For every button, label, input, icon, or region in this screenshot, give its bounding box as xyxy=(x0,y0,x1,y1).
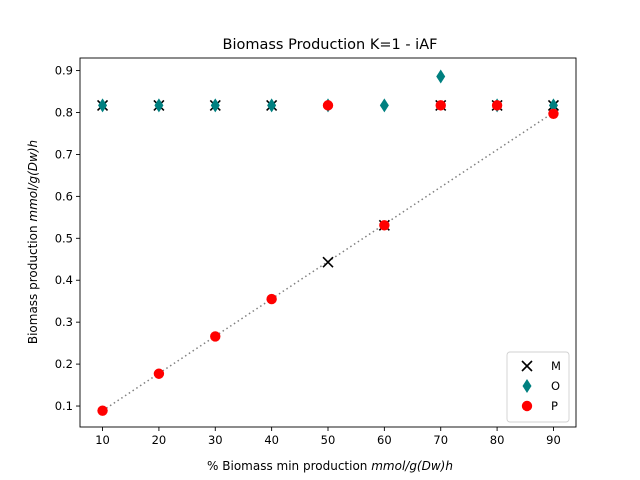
legend: MOP xyxy=(506,351,570,423)
data-point-O xyxy=(210,98,220,113)
data-point-O xyxy=(267,98,277,113)
data-point-P xyxy=(548,108,559,119)
data-point-P xyxy=(435,100,446,111)
data-point-O xyxy=(379,98,389,113)
legend-label-O: O xyxy=(551,379,560,393)
x-tick-label: 60 xyxy=(377,433,392,447)
x-tick-label: 50 xyxy=(321,433,336,447)
data-point-P xyxy=(266,293,277,305)
data-point-P xyxy=(97,405,108,416)
y-tick-label: 0.8 xyxy=(55,106,73,120)
y-tick-label: 0.7 xyxy=(55,147,73,161)
y-tick-label: 0.9 xyxy=(55,64,73,78)
y-tick-label: 0.5 xyxy=(55,231,73,245)
data-marks xyxy=(96,69,560,416)
x-tick-label: 10 xyxy=(95,433,110,447)
plot-frame xyxy=(79,57,577,428)
y-tick-label: 0.3 xyxy=(55,315,73,329)
y-tick-label: 0.2 xyxy=(55,357,73,371)
data-point-P xyxy=(379,220,390,231)
y-axis-label: Biomass production mmol/g(Dw)h xyxy=(26,140,40,344)
x-tick-label: 20 xyxy=(152,433,167,447)
data-point-O xyxy=(436,69,446,84)
x-tick-label: 30 xyxy=(208,433,223,447)
x-axis-label: % Biomass min production mmol/g(Dw)h xyxy=(207,459,453,473)
series-M xyxy=(96,99,560,268)
series-P xyxy=(97,100,559,416)
data-point-O xyxy=(154,98,164,113)
y-tick-label: 0.1 xyxy=(55,399,73,413)
x-tick-label: 40 xyxy=(264,433,279,447)
legend-marker-O xyxy=(522,379,532,393)
chart-title: Biomass Production K=1 - iAF xyxy=(223,37,438,53)
data-point-M xyxy=(322,256,334,268)
legend-label-P: P xyxy=(551,399,558,413)
x-tick-label: 70 xyxy=(433,433,448,447)
x-tick-label: 80 xyxy=(490,433,505,447)
legend-label-M: M xyxy=(551,359,561,373)
y-tick-label: 0.4 xyxy=(55,273,73,287)
data-point-P xyxy=(153,368,165,379)
legend-marker-M xyxy=(521,360,533,372)
y-tick-label: 0.6 xyxy=(55,189,73,203)
x-tick-label: 90 xyxy=(546,433,561,447)
data-point-P xyxy=(210,331,221,342)
data-point-P xyxy=(322,100,334,111)
data-point-P xyxy=(491,100,503,111)
data-point-O xyxy=(548,98,558,113)
axis-ticks: 10 20 30 40 50 60 70 80 90 0.1 0.2 0.3 0.4 0.5 0.6 0.7 0… xyxy=(55,64,561,447)
data-point-O xyxy=(98,98,108,113)
legend-marker-P xyxy=(521,400,533,412)
